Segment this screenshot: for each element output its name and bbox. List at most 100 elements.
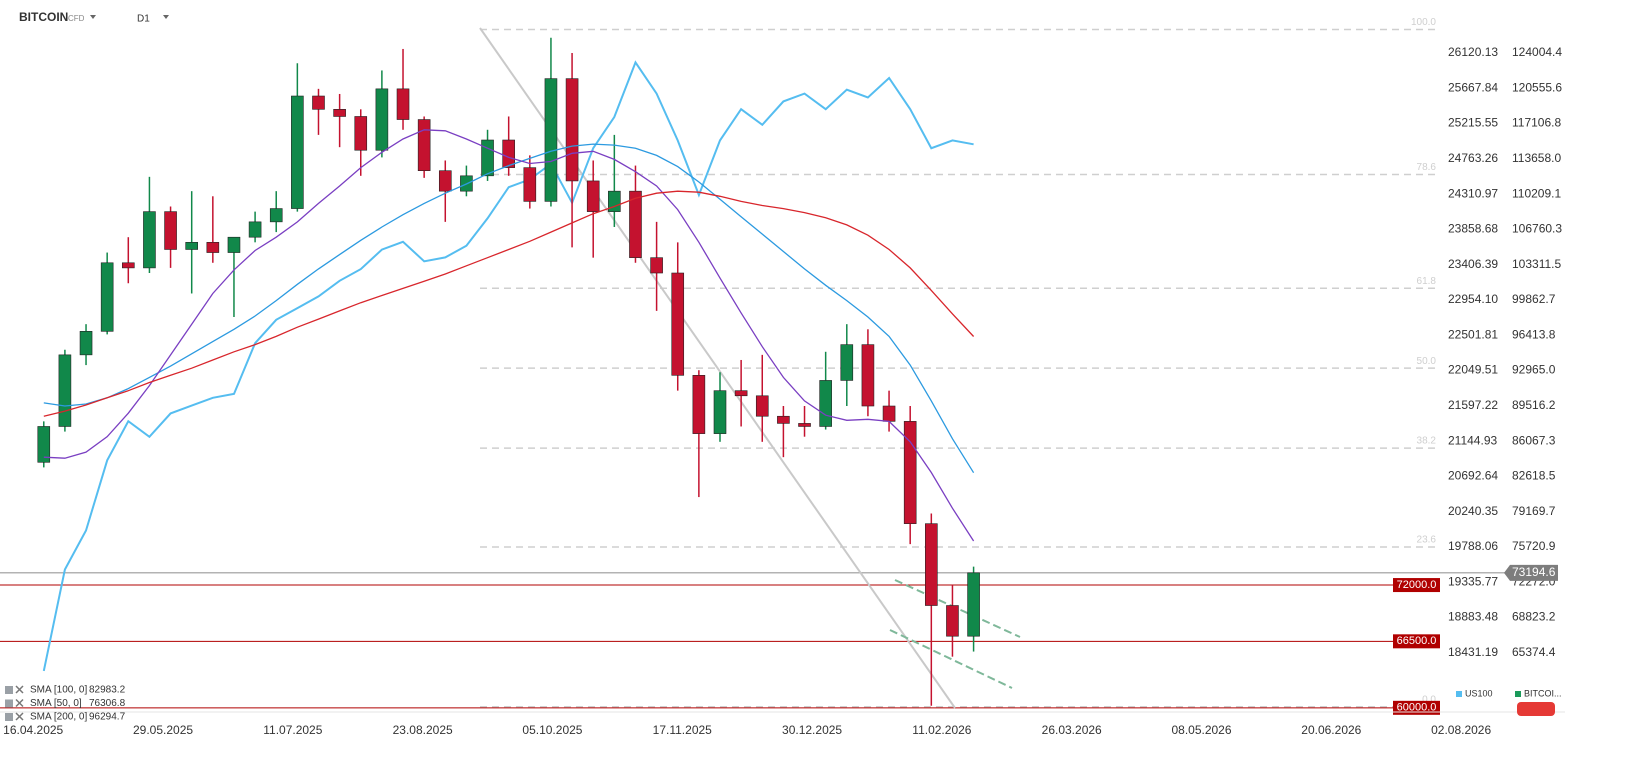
candle-body — [58, 354, 72, 427]
y2-tick-label: 22049.51 — [1448, 363, 1498, 377]
y-tick-label: 79169.7 — [1512, 504, 1556, 518]
y-tick-label: 96413.8 — [1512, 327, 1556, 341]
legend-label[interactable]: BITCOI... — [1524, 688, 1562, 698]
candle-body — [396, 88, 410, 120]
dropdown-arrow[interactable] — [90, 15, 96, 19]
candle-body — [777, 415, 790, 424]
y-tick-label: 89516.2 — [1512, 398, 1556, 412]
line-series — [43, 143, 975, 474]
candle-body — [206, 242, 220, 253]
y-tick-label: 92965.0 — [1512, 363, 1556, 377]
candle-body — [122, 262, 135, 269]
x-tick-label: 30.12.2025 — [782, 723, 842, 737]
candle-body — [650, 257, 663, 274]
level-label-box — [1393, 700, 1440, 715]
candle-body — [502, 139, 515, 168]
y-tick-label: 117106.8 — [1512, 116, 1561, 130]
x-tick-label: 29.05.2025 — [133, 723, 193, 737]
line-series — [43, 190, 975, 417]
candle-body — [312, 95, 325, 110]
y2-tick-label: 21144.93 — [1448, 433, 1497, 447]
candle-body — [671, 272, 685, 376]
legend-label[interactable]: US100 — [1465, 688, 1493, 698]
x-tick-label: 26.03.2026 — [1042, 723, 1102, 737]
last-price-box — [1504, 564, 1558, 581]
candle-body — [586, 180, 600, 212]
y2-tick-label: 22954.10 — [1448, 292, 1498, 306]
legend-value: 76306.8 — [89, 698, 126, 709]
instrument-type: CFD — [68, 14, 85, 23]
y2-tick-label: 22501.81 — [1448, 327, 1498, 341]
fib-label: 100.0 — [1411, 17, 1436, 28]
legend-menu-icon[interactable] — [5, 686, 13, 694]
dropdown-arrow[interactable] — [163, 15, 169, 19]
candle-body — [481, 139, 494, 177]
candle-body — [354, 116, 368, 151]
legend-menu-icon[interactable] — [5, 699, 13, 708]
candle-body — [692, 375, 706, 434]
legend-value: 82983.2 — [89, 685, 126, 696]
y-tick-label: 68823.2 — [1512, 610, 1556, 624]
y-tick-label: 110209.1 — [1512, 186, 1561, 200]
timeframe[interactable]: D1 — [137, 14, 150, 25]
x-tick-label: 11.07.2025 — [263, 723, 322, 737]
candle-body — [333, 109, 346, 117]
y-tick-label: 82618.5 — [1512, 469, 1556, 483]
legend-remove-icon[interactable] — [15, 698, 24, 708]
y2-tick-label: 18883.48 — [1448, 610, 1498, 624]
y2-tick-label: 18431.19 — [1448, 645, 1498, 659]
fib-label: 23.6 — [1417, 535, 1437, 546]
candle-body — [291, 95, 304, 209]
candle-body — [185, 242, 198, 250]
candle-body — [523, 167, 537, 202]
y2-tick-label: 23858.68 — [1448, 222, 1498, 236]
y-tick-label: 75720.9 — [1512, 539, 1556, 553]
x-tick-label: 05.10.2025 — [522, 723, 582, 737]
candle-body — [227, 236, 241, 253]
legend-menu-icon[interactable] — [5, 713, 13, 721]
channel-line — [889, 629, 1013, 689]
x-tick-label: 08.05.2026 — [1171, 723, 1231, 737]
level-label: 66500.0 — [1397, 635, 1437, 647]
y-tick-label: 106760.3 — [1512, 222, 1562, 236]
y2-tick-label: 19335.77 — [1448, 574, 1498, 588]
alert-button[interactable] — [1517, 702, 1555, 716]
x-tick-label: 17.11.2025 — [653, 723, 712, 737]
legend-remove-icon[interactable] — [15, 712, 24, 721]
legend-name: SMA [100, 0] — [30, 685, 87, 696]
candle-body — [438, 170, 452, 192]
y2-tick-label: 24310.97 — [1448, 186, 1498, 200]
candle-body — [925, 523, 938, 606]
levels-layer: 72000.0 66500.0 60000.0 — [0, 572, 1505, 715]
y2-tick-label: 23406.39 — [1448, 257, 1498, 271]
candle-body — [840, 344, 854, 381]
x-tick-label: 20.06.2026 — [1301, 723, 1361, 737]
candle-body — [713, 390, 727, 434]
candle-body — [629, 190, 642, 258]
y-tick-label: 120555.6 — [1512, 80, 1562, 94]
candle-body — [375, 88, 389, 151]
instrument-title[interactable]: BITCOIN — [19, 10, 68, 24]
x-tick-label: 02.08.2026 — [1431, 723, 1491, 737]
level-label-box — [1393, 634, 1440, 649]
legend-remove-icon[interactable] — [15, 685, 24, 694]
fib-label: 61.8 — [1417, 276, 1437, 287]
level-label: 60000.0 — [1397, 702, 1437, 714]
legend-name: SMA [50, 0] — [30, 698, 82, 709]
candle-body — [819, 380, 832, 427]
trend-line — [479, 27, 956, 709]
y2-tick-label: 26120.13 — [1448, 45, 1498, 59]
y-tick-label: 65374.4 — [1512, 645, 1556, 659]
legend-name: SMA [200, 0] — [30, 712, 87, 723]
candle-body — [903, 421, 917, 524]
y2-tick-label: 25667.84 — [1448, 80, 1498, 94]
y-tick-label: 124004.4 — [1512, 45, 1562, 59]
candle-body — [37, 426, 51, 463]
y2-tick-label: 24763.26 — [1448, 151, 1498, 165]
last-price-label: 73194.6 — [1512, 565, 1556, 579]
y-tick-label: 113658.0 — [1512, 151, 1561, 165]
y2-tick-label: 21597.22 — [1448, 398, 1498, 412]
candle-body — [882, 405, 896, 422]
